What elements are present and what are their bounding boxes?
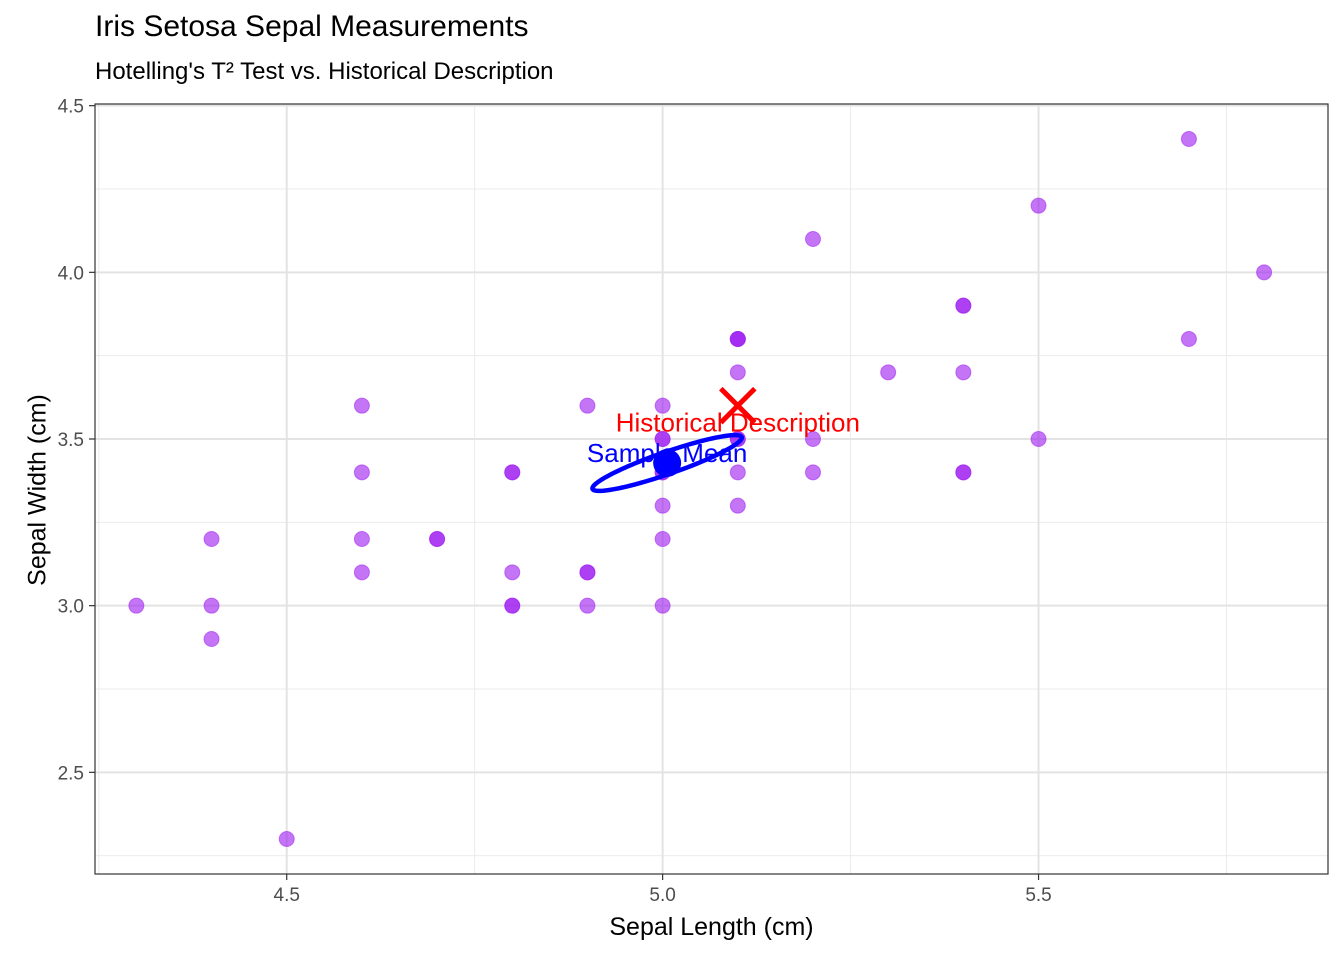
data-point: [729, 497, 746, 514]
data-point: [353, 531, 370, 547]
data-point: [804, 464, 821, 481]
data-point: [128, 597, 145, 614]
data-point: [955, 297, 972, 314]
x-tick-label: 4.5: [274, 885, 300, 906]
data-point: [203, 631, 220, 647]
data-point: [579, 564, 596, 581]
data-point: [1256, 264, 1273, 281]
axis-ticks: 4.5 5.0 5.5 2.5 3.0 3.5 4.0 4.5: [58, 97, 1052, 906]
data-points: [128, 131, 1273, 847]
data-point: [1180, 331, 1197, 347]
sample-mean-label: Sample Mean: [587, 438, 747, 468]
data-point: [804, 231, 821, 247]
historical-cross-stroke: [719, 386, 757, 425]
data-point: [955, 364, 972, 381]
data-point: [654, 397, 671, 414]
y-axis-label: Sepal Width (cm): [23, 394, 52, 586]
major-gridlines: [95, 104, 1328, 874]
data-point: [353, 464, 370, 481]
data-point: [880, 364, 897, 381]
x-axis-label: Sepal Length (cm): [609, 913, 814, 941]
panel-border: [94, 103, 1329, 875]
chart-subtitle: Hotelling's T² Test vs. Historical Descr…: [95, 58, 554, 85]
data-point: [504, 564, 521, 581]
sample-mean-point: [653, 449, 682, 477]
historical-description-label: Historical Description: [616, 408, 860, 438]
data-point: [579, 397, 596, 414]
data-point: [729, 364, 746, 381]
y-tick-label: 3.0: [58, 597, 84, 618]
x-tick-label: 5.5: [1025, 885, 1051, 906]
data-point: [203, 597, 220, 614]
data-point: [579, 597, 596, 614]
data-point: [804, 431, 821, 447]
data-point: [729, 331, 746, 347]
y-tick-label: 4.0: [58, 263, 84, 284]
x-tick-label: 5.0: [649, 885, 675, 906]
data-point: [654, 531, 671, 547]
data-point: [504, 597, 521, 614]
chart-title: Iris Setosa Sepal Measurements: [95, 10, 529, 43]
data-point: [654, 431, 671, 447]
data-point: [429, 531, 446, 547]
data-point: [955, 464, 972, 481]
y-tick-label: 2.5: [58, 763, 84, 784]
data-point: [1030, 197, 1047, 214]
data-point: [1180, 131, 1197, 147]
data-point: [203, 531, 220, 547]
data-point: [654, 497, 671, 514]
data-point: [1030, 431, 1047, 447]
data-point: [729, 464, 746, 481]
data-point: [278, 831, 295, 847]
data-point: [654, 597, 671, 614]
data-point: [353, 397, 370, 414]
data-point: [504, 464, 521, 481]
y-tick-label: 3.5: [58, 430, 84, 451]
y-tick-label: 4.5: [58, 97, 84, 118]
minor-gridlines: [95, 104, 1328, 874]
data-point: [353, 564, 370, 581]
confidence-ellipse: [590, 432, 745, 494]
